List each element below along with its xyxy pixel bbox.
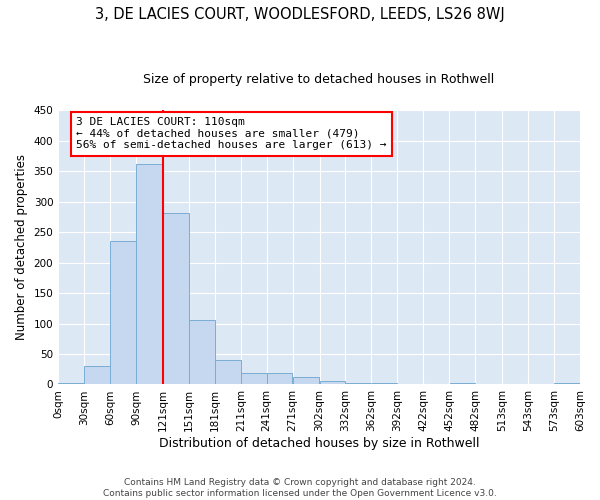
Title: Size of property relative to detached houses in Rothwell: Size of property relative to detached ho…	[143, 72, 495, 86]
Text: 3 DE LACIES COURT: 110sqm
← 44% of detached houses are smaller (479)
56% of semi: 3 DE LACIES COURT: 110sqm ← 44% of detac…	[76, 117, 387, 150]
Bar	[293, 376, 319, 384]
Bar	[58, 382, 84, 384]
Bar	[449, 382, 475, 384]
X-axis label: Distribution of detached houses by size in Rothwell: Distribution of detached houses by size …	[159, 437, 479, 450]
Bar	[554, 382, 580, 384]
Y-axis label: Number of detached properties: Number of detached properties	[15, 154, 28, 340]
Bar	[163, 213, 188, 384]
Bar	[85, 366, 110, 384]
Bar	[267, 373, 292, 384]
Text: Contains HM Land Registry data © Crown copyright and database right 2024.
Contai: Contains HM Land Registry data © Crown c…	[103, 478, 497, 498]
Bar	[136, 164, 163, 384]
Text: 3, DE LACIES COURT, WOODLESFORD, LEEDS, LS26 8WJ: 3, DE LACIES COURT, WOODLESFORD, LEEDS, …	[95, 8, 505, 22]
Bar	[320, 381, 345, 384]
Bar	[371, 382, 397, 384]
Bar	[189, 320, 215, 384]
Bar	[110, 242, 136, 384]
Bar	[215, 360, 241, 384]
Bar	[241, 373, 266, 384]
Bar	[346, 382, 371, 384]
